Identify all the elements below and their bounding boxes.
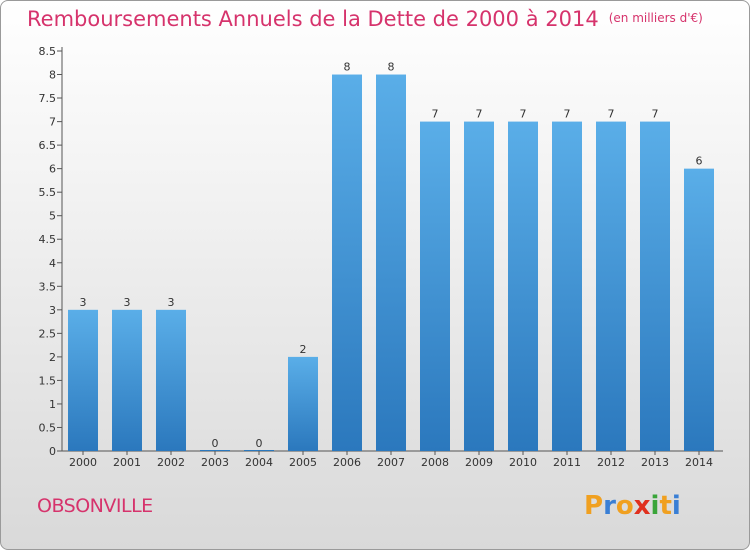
chart-title: Remboursements Annuels de la Dette de 20… [27,7,703,31]
y-tick-label: 7.5 [39,92,57,105]
bar-value-label: 3 [124,296,131,309]
bar [684,168,714,451]
commune-name: OBSONVILLE [37,495,153,517]
x-tick-label: 2010 [509,456,537,469]
y-tick-label: 0.5 [39,421,57,434]
x-tick-label: 2009 [465,456,493,469]
x-tick-label: 2006 [333,456,361,469]
x-tick-label: 2000 [69,456,97,469]
bar [420,121,450,452]
logo-letter: i [650,491,660,521]
logo-letter: t [659,491,672,521]
bar [552,121,582,452]
bar [332,74,362,451]
bar-value-label: 3 [80,296,87,309]
logo-letter: r [603,491,616,521]
bars: 3 3 3 0 0 2 8 8 7 7 7 7 7 7 6 [68,61,714,452]
y-tick-label: 1 [49,398,56,411]
x-tick-label: 2003 [201,456,229,469]
bar-value-label: 8 [388,61,395,74]
y-tick-label: 5.5 [39,186,57,199]
bar [288,356,318,451]
bar-value-label: 2 [300,343,307,356]
logo-letter: x [633,491,651,521]
bar [464,121,494,452]
x-tick-label: 2004 [245,456,273,469]
logo-letter: i [671,491,681,521]
bar-value-label: 7 [564,108,571,121]
bar-value-label: 7 [432,108,439,121]
y-tick-label: 2.5 [39,327,57,340]
bar-value-label: 0 [256,437,263,450]
bar-value-label: 7 [520,108,527,121]
logo-letter: P [584,491,604,521]
bar-value-label: 7 [476,108,483,121]
bar-value-label: 0 [212,437,219,450]
proxiti-logo: Proxiti [584,491,681,521]
y-tick-label: 4 [49,257,56,270]
x-tick-label: 2001 [113,456,141,469]
x-tick-label: 2013 [641,456,669,469]
y-tick-label: 2 [49,351,56,364]
y-tick-label: 6 [49,163,56,176]
bar [640,121,670,452]
y-tick-label: 4.5 [39,233,57,246]
y-tick-label: 3 [49,304,56,317]
y-tick-label: 8.5 [39,45,57,58]
axes: 0 0.5 1 1.5 2 2.5 3 3.5 4 4.5 5 5.5 6 6.5 7 7.5 8 8.5 2000… [39,45,723,469]
bar [156,309,186,451]
bar-value-label: 7 [608,108,615,121]
bar [596,121,626,452]
bar-value-label: 8 [344,61,351,74]
y-tick-label: 5 [49,210,56,223]
bar-value-label: 6 [696,155,703,168]
y-tick-label: 8 [49,69,56,82]
y-tick-label: 6.5 [39,139,57,152]
y-tick-label: 1.5 [39,374,57,387]
x-tick-label: 2005 [289,456,317,469]
y-tick-label: 0 [49,445,56,458]
bar-value-label: 3 [168,296,175,309]
chart-unit: (en milliers d'€) [608,11,703,25]
y-tick-label: 7 [49,116,56,129]
bar [244,450,274,451]
bar-value-label: 7 [652,108,659,121]
bar [112,309,142,451]
bar [376,74,406,451]
chart-title-text: Remboursements Annuels de la Dette de 20… [27,7,599,31]
y-tick-label: 3.5 [39,280,57,293]
x-tick-label: 2012 [597,456,625,469]
x-tick-label: 2007 [377,456,405,469]
bar [68,309,98,451]
x-tick-label: 2011 [553,456,581,469]
x-tick-label: 2008 [421,456,449,469]
bar [508,121,538,452]
logo-letter: o [615,491,634,521]
x-tick-label: 2014 [685,456,713,469]
x-tick-label: 2002 [157,456,185,469]
bar [200,450,230,451]
